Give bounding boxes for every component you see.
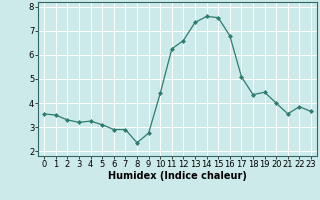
X-axis label: Humidex (Indice chaleur): Humidex (Indice chaleur): [108, 171, 247, 181]
